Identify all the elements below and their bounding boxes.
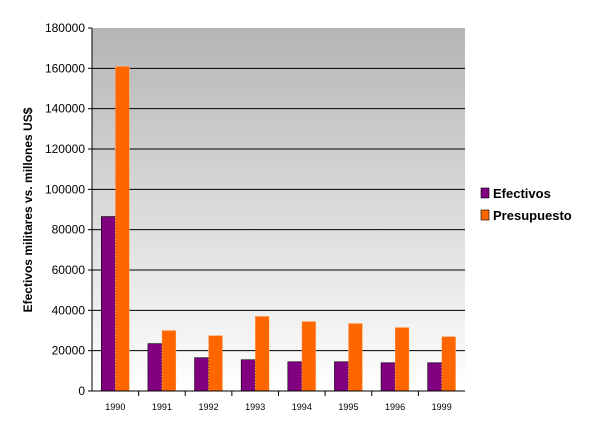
y-axis-label: Efectivos militares vs. millones US$ <box>21 107 35 312</box>
bar-efectivos-1994 <box>287 361 303 392</box>
bars <box>101 66 456 392</box>
bar-efectivos-1996 <box>380 362 396 392</box>
y-tick-label: 20000 <box>52 344 86 358</box>
bar-efectivos-1995 <box>334 361 349 392</box>
y-tick-label: 60000 <box>52 263 86 277</box>
y-tick-label: 40000 <box>52 303 86 317</box>
x-tick-label: 1994 <box>292 402 312 412</box>
bar-efectivos-1991 <box>147 343 163 392</box>
x-tick-label: 1991 <box>152 402 172 412</box>
x-tick-label: 1996 <box>385 402 405 412</box>
x-tick-label: 1995 <box>338 402 358 412</box>
y-tick-label: 160000 <box>45 61 85 75</box>
bar-efectivos-1992 <box>194 357 209 392</box>
legend-swatch-efectivos <box>480 187 490 199</box>
bar-presupuesto-1991 <box>161 330 177 392</box>
x-tick-label: 1992 <box>199 402 219 412</box>
bar-presupuesto-1990 <box>115 66 130 392</box>
legend-label-presupuesto: Presupuesto <box>493 208 572 223</box>
y-tick-label: 180000 <box>45 21 85 35</box>
legend-label-efectivos: Efectivos <box>493 186 551 201</box>
y-tick-label: 0 <box>78 384 85 398</box>
bar-presupuesto-1999 <box>441 336 456 392</box>
y-tick-label: 140000 <box>45 102 85 116</box>
y-tick-label: 80000 <box>52 223 86 237</box>
x-tick-label: 1999 <box>432 402 452 412</box>
x-tick-label: 1993 <box>245 402 265 412</box>
x-tick-labels: 1990 1991 1992 1993 1994 1995 1996 1999 <box>105 391 452 412</box>
bar-efectivos-1993 <box>240 359 256 392</box>
y-tick-label: 100000 <box>45 182 85 196</box>
legend: Efectivos Presupuesto <box>480 186 572 223</box>
bar-efectivos-1999 <box>427 362 442 392</box>
bar-presupuesto-1992 <box>208 335 223 392</box>
bar-presupuesto-1996 <box>394 327 410 392</box>
x-tick-label: 1990 <box>105 402 125 412</box>
y-tick-labels: 0 20000 40000 60000 80000 100000 120000 140000 1… <box>45 21 92 398</box>
bar-efectivos-1990 <box>101 216 116 392</box>
bar-presupuesto-1993 <box>254 316 270 392</box>
bar-presupuesto-1994 <box>301 321 317 392</box>
legend-swatch-presupuesto <box>480 209 490 221</box>
y-tick-label: 120000 <box>45 142 85 156</box>
bar-presupuesto-1995 <box>348 323 363 392</box>
